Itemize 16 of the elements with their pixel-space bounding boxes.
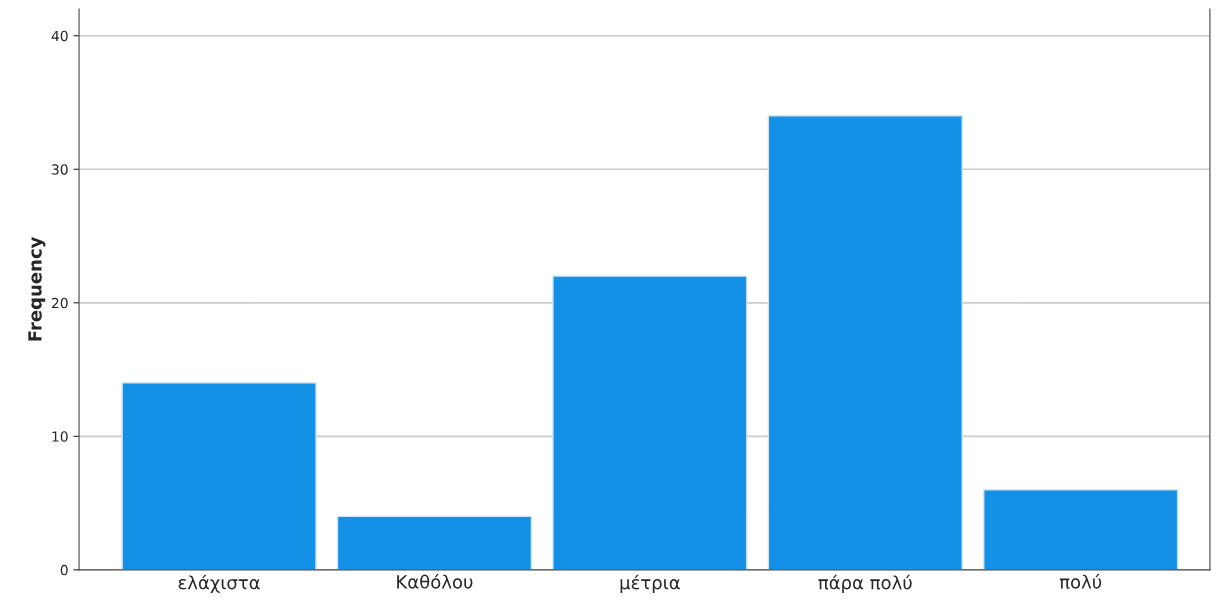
y-tick-label: 10: [52, 431, 68, 442]
y-axis-title: Frequency: [28, 236, 46, 341]
y-tick-label: 40: [51, 30, 68, 42]
bar: [552, 275, 748, 570]
x-tick-label: ελάχιστα: [178, 574, 260, 593]
bar: [336, 515, 533, 570]
x-tick-label: πολύ: [1059, 573, 1102, 589]
y-tick-label: 0: [60, 564, 68, 576]
x-tick-label: Καθόλου: [397, 573, 473, 589]
y-tick-label: 30: [52, 164, 68, 175]
y-tick-label: 20: [51, 297, 68, 309]
x-tick-label: πάρα πολύ: [818, 574, 912, 593]
x-tick-label: μέτρια: [620, 574, 680, 593]
bar: [121, 382, 317, 570]
bar: [983, 489, 1179, 570]
bar: [767, 115, 963, 570]
